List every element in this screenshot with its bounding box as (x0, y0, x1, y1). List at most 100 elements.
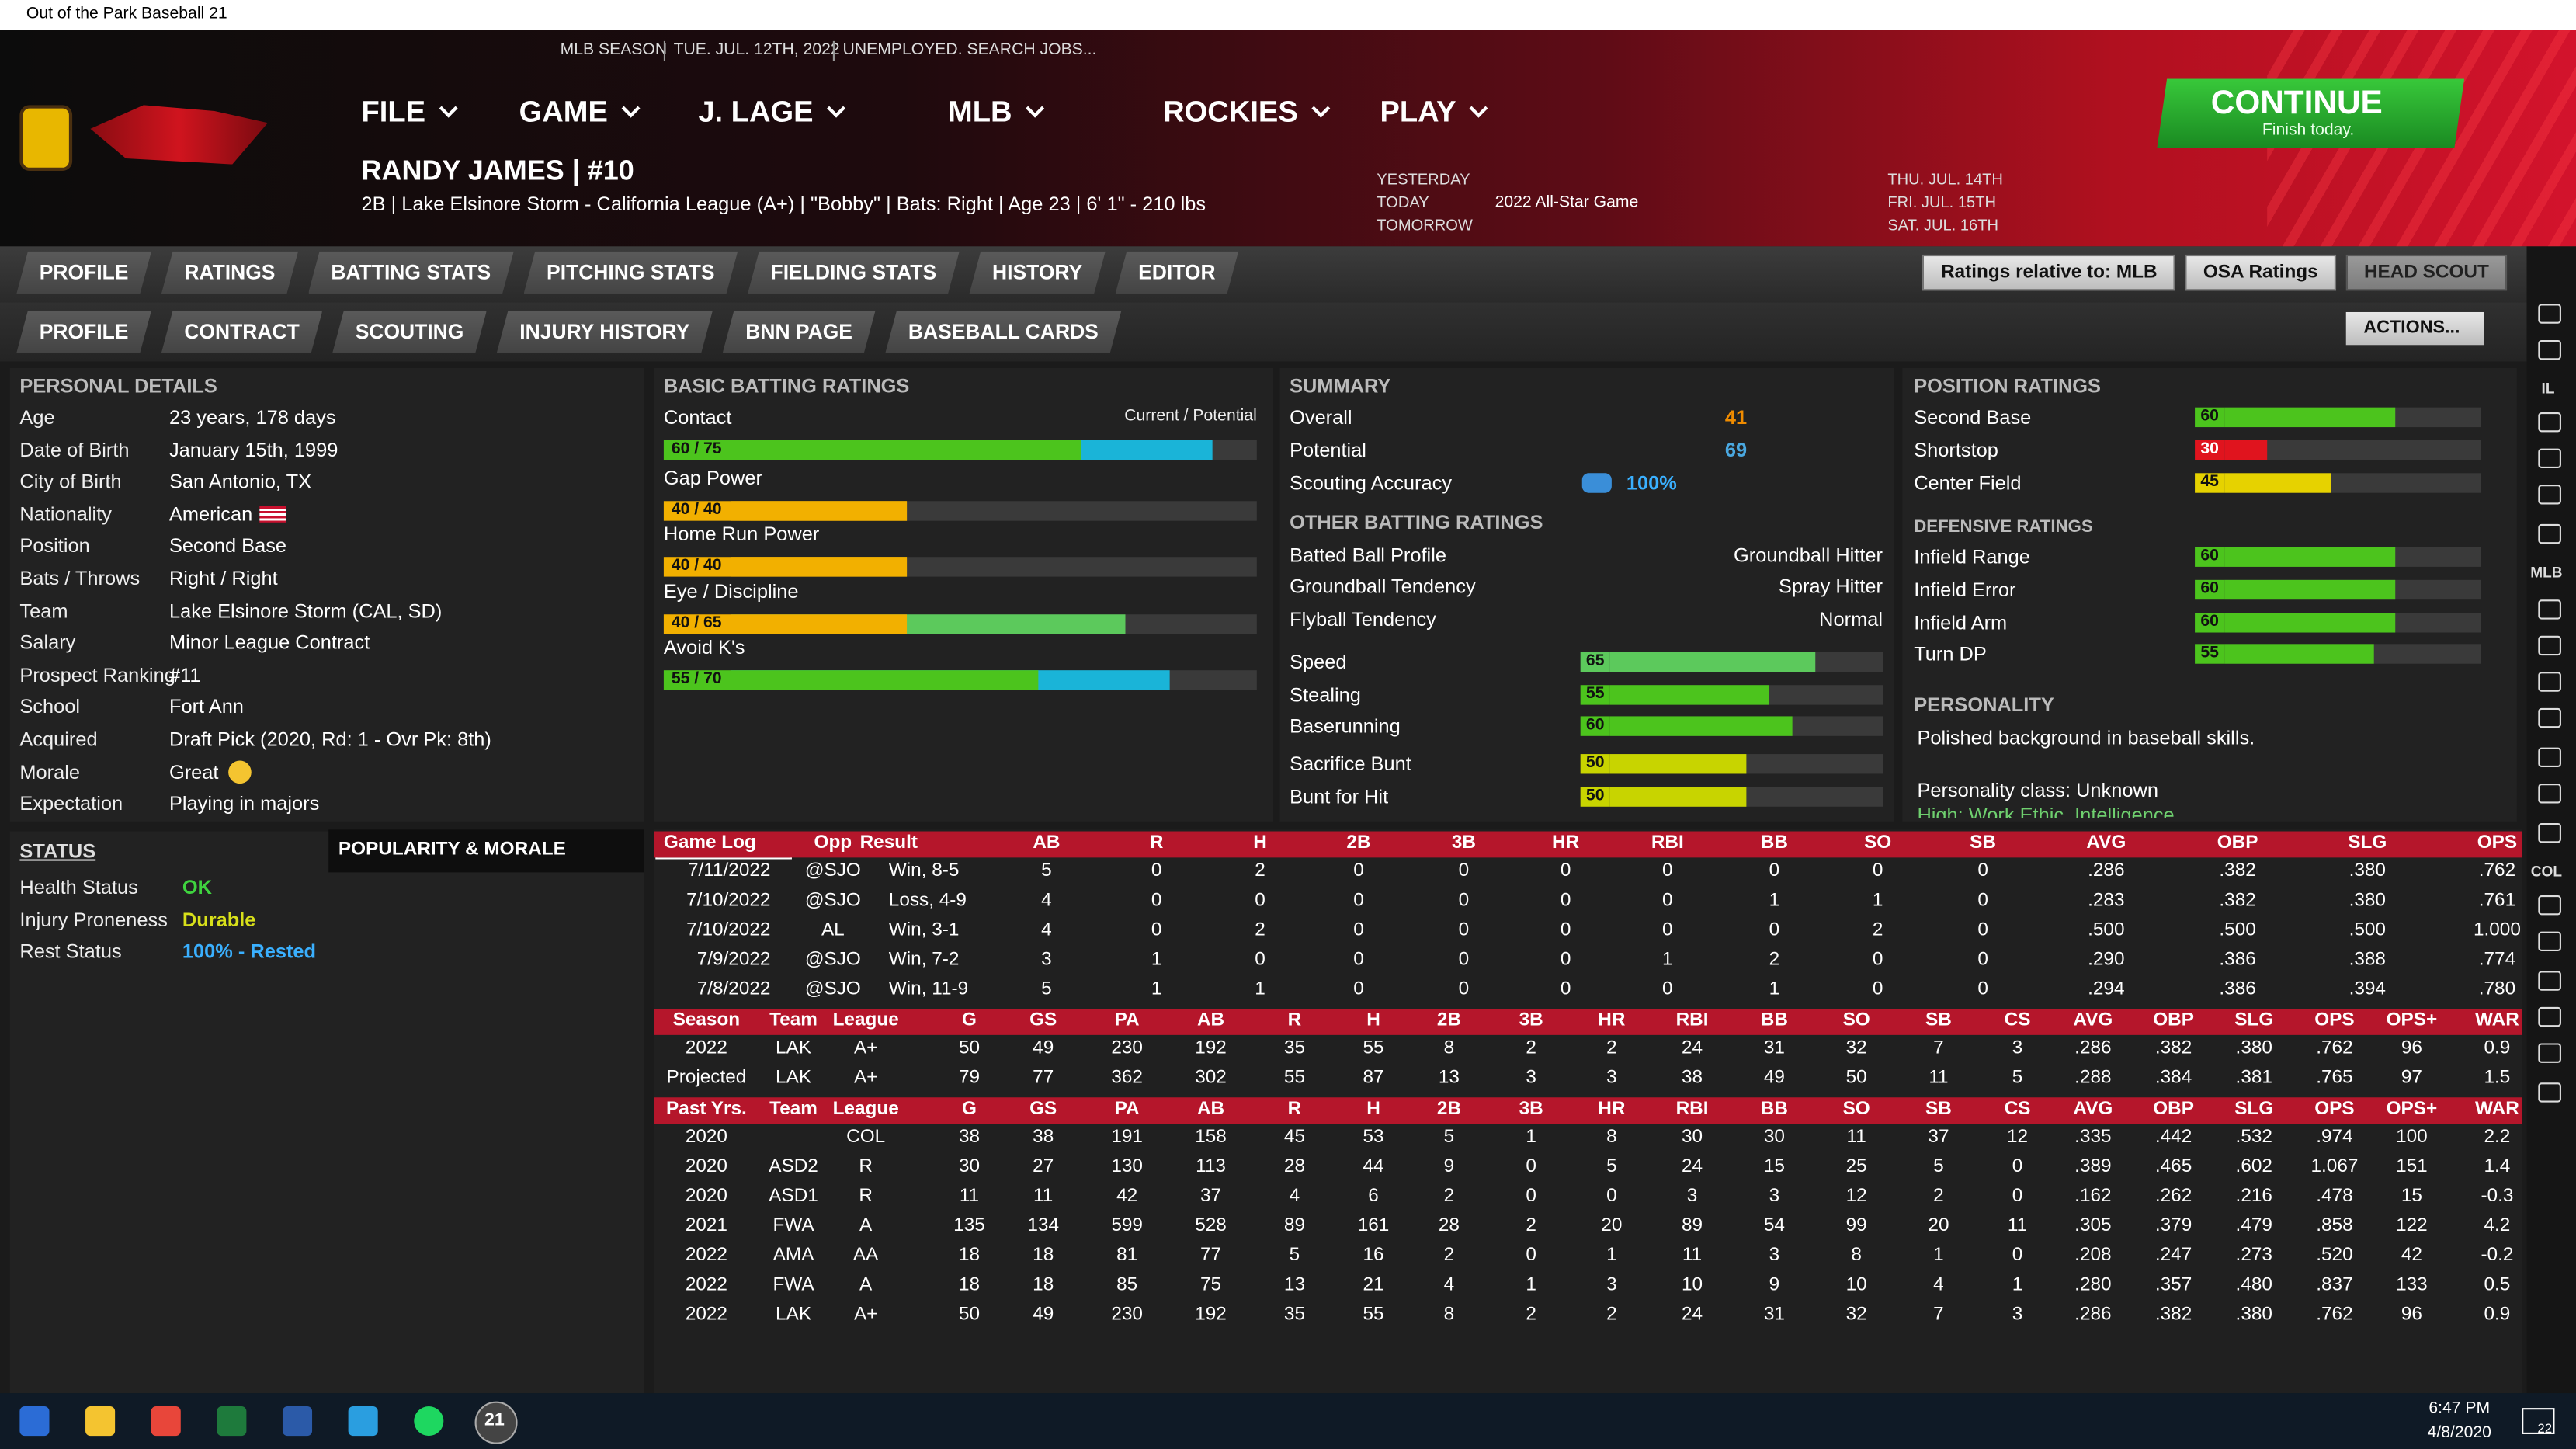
menu-item[interactable]: FILE (362, 97, 456, 127)
tool-button[interactable]: Ratings relative to: MLB (1922, 254, 2175, 291)
current-bar (731, 670, 1038, 690)
taskbar-icon[interactable] (19, 1406, 50, 1437)
subtab[interactable]: PROFILE (16, 311, 151, 353)
sidebar-label: IL (2541, 380, 2555, 397)
actions-button[interactable] (2345, 311, 2484, 346)
table-cell: A+ (853, 1305, 878, 1325)
sidebar-icon[interactable] (2538, 895, 2561, 916)
rating-value: 60 (1585, 716, 1605, 735)
sidebar-icon[interactable] (2538, 339, 2561, 360)
continue-sub[interactable]: Finish today. (2262, 121, 2355, 140)
table-cell: 54 (1763, 1216, 1785, 1236)
continue-label[interactable]: CONTINUE (2210, 85, 2383, 122)
table-cell: 2 (1255, 861, 1265, 881)
taskbar-app-label[interactable]: 21 (484, 1410, 505, 1430)
taskbar-icon[interactable] (151, 1406, 181, 1437)
tab[interactable]: EDITOR (1115, 252, 1238, 294)
table-cell: 2 (1526, 1038, 1536, 1059)
rating-bar (2224, 407, 2396, 428)
table-cell: 8 (1606, 1127, 1617, 1148)
sidebar-icon[interactable] (2538, 1043, 2561, 1063)
status-value: Durable (182, 908, 256, 932)
table-cell: 96 (2401, 1305, 2422, 1325)
table-cell: .357 (2154, 1275, 2192, 1295)
table-cell: 130 (1111, 1156, 1143, 1177)
sidebar-icon[interactable] (2538, 599, 2561, 620)
column-header: SLG (2234, 1099, 2274, 1120)
sidebar-icon[interactable] (2538, 747, 2561, 768)
menu-item[interactable]: PLAY (1380, 97, 1485, 127)
sidebar-icon[interactable] (2538, 672, 2561, 692)
table-cell: 89 (1283, 1216, 1306, 1236)
taskbar-app-icon[interactable] (474, 1401, 518, 1444)
rating-name: Avoid K's (663, 635, 745, 659)
menu-item[interactable]: ROCKIES (1163, 97, 1328, 127)
table-cell: 31 (1763, 1305, 1785, 1325)
subtab[interactable]: BNN PAGE (723, 311, 876, 353)
actions-label[interactable]: ACTIONS... (2363, 318, 2460, 338)
summary-value: 100% (1626, 471, 1677, 495)
menu-item[interactable]: MLB (948, 97, 1042, 127)
table-cell: 2 (1443, 1187, 1455, 1207)
taskbar-icon[interactable] (282, 1406, 313, 1437)
detail-value: Minor League Contract (168, 631, 370, 655)
sidebar-icon[interactable] (2538, 784, 2561, 804)
sidebar-icon[interactable] (2538, 971, 2561, 991)
table-cell: 3 (1769, 1246, 1780, 1266)
table-cell: 15 (1763, 1156, 1785, 1177)
sidebar-icon[interactable] (2538, 304, 2561, 324)
taskbar-icon[interactable] (348, 1406, 378, 1437)
table-cell: .380 (2349, 891, 2386, 911)
notification-icon[interactable] (2522, 1408, 2555, 1434)
other-value: Groundball Hitter (1734, 544, 1883, 567)
tab[interactable]: PROFILE (16, 252, 151, 294)
subtab[interactable]: CONTRACT (161, 311, 323, 353)
table-cell: Win, 11-9 (888, 979, 969, 999)
subtab[interactable]: INJURY HISTORY (497, 311, 713, 353)
table-cell: 0 (1458, 891, 1470, 911)
subtab[interactable]: BASEBALL CARDS (885, 311, 1121, 353)
sidebar-icon[interactable] (2538, 448, 2561, 468)
rating-bar (1609, 716, 1792, 736)
table-cell: -0.2 (2481, 1246, 2514, 1266)
menu-item[interactable]: GAME (519, 97, 637, 127)
table-cell: 0 (1872, 861, 1883, 881)
status-tab[interactable]: POPULARITY & MORALE (338, 839, 566, 860)
sidebar-icon[interactable] (2538, 635, 2561, 656)
table-cell: .286 (2074, 1038, 2112, 1059)
table-cell: 3 (1769, 1187, 1780, 1207)
status-tab-box[interactable] (328, 829, 644, 873)
tab[interactable]: BATTING STATS (308, 252, 514, 294)
tab[interactable]: PITCHING STATS (523, 252, 738, 294)
column-header: 2B (1346, 833, 1371, 853)
taskbar-icon[interactable] (414, 1406, 444, 1437)
tool-button[interactable]: OSA Ratings (2185, 254, 2336, 291)
subtab[interactable]: SCOUTING (332, 311, 487, 353)
table-cell: 599 (1111, 1216, 1143, 1236)
taskbar-icon[interactable] (85, 1406, 116, 1437)
column-header[interactable]: Game Log (663, 833, 756, 853)
sidebar-icon[interactable] (2538, 707, 2561, 728)
continue-button[interactable] (2157, 79, 2464, 148)
other-value: Normal (1819, 607, 1883, 631)
tab[interactable]: FIELDING STATS (748, 252, 960, 294)
rating-name: Speed (1290, 650, 1347, 674)
taskbar-icon[interactable] (217, 1406, 247, 1437)
nav-arrows[interactable] (362, 36, 543, 66)
tab[interactable]: RATINGS (161, 252, 298, 294)
table-cell: 0 (1458, 920, 1470, 940)
table-cell: 1.067 (2310, 1156, 2359, 1177)
sidebar-icon[interactable] (2538, 822, 2561, 843)
menu-item[interactable]: J. LAGE (698, 97, 842, 127)
column-header: HR (1552, 833, 1580, 853)
sidebar-icon[interactable] (2538, 1006, 2561, 1027)
rating-value: 30 (2200, 440, 2219, 459)
sidebar-icon[interactable] (2538, 485, 2561, 505)
sidebar-icon[interactable] (2538, 931, 2561, 951)
sidebar-icon[interactable] (2538, 1082, 2561, 1103)
tab[interactable]: HISTORY (969, 252, 1105, 294)
sidebar-icon[interactable] (2538, 523, 2561, 544)
tool-button[interactable]: HEAD SCOUT (2345, 254, 2508, 291)
sidebar-icon[interactable] (2538, 412, 2561, 433)
column-header: OPS (2314, 1010, 2355, 1031)
